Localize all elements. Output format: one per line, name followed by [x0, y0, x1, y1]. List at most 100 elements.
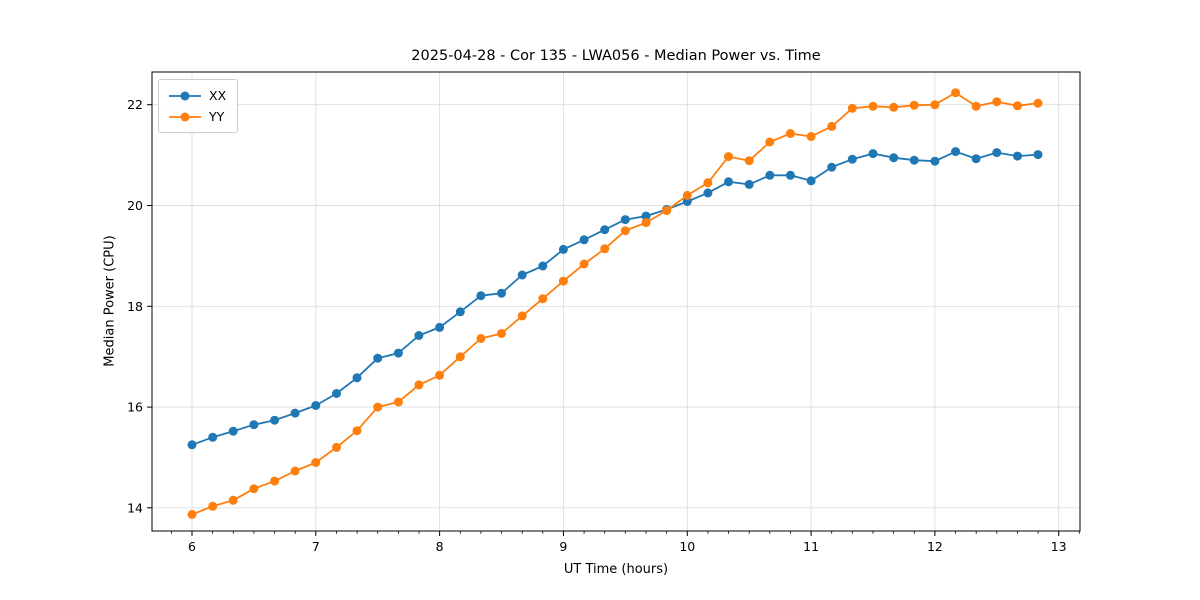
series-YY-marker — [806, 132, 816, 141]
x-tick-label: 13 — [1051, 539, 1067, 554]
series-XX-marker — [806, 176, 816, 186]
series-XX-marker — [332, 389, 341, 398]
series-YY-marker — [290, 466, 300, 476]
series-YY-marker — [868, 101, 878, 111]
series-XX-marker — [579, 235, 589, 245]
series-YY-marker — [414, 380, 424, 390]
series-YY-marker — [311, 458, 321, 467]
series-XX-marker — [435, 322, 445, 332]
x-tick-label: 6 — [188, 539, 196, 554]
series-YY-marker — [1013, 101, 1022, 111]
series-XX-marker — [785, 170, 795, 180]
series-XX-marker — [889, 153, 899, 163]
series-XX-marker — [600, 225, 610, 235]
series-YY-marker — [435, 370, 445, 380]
legend-sample-XX — [169, 91, 201, 100]
series-XX-marker — [414, 331, 424, 340]
series-XX-marker — [187, 440, 197, 450]
x-tick-label: 7 — [312, 539, 320, 554]
series-YY-marker — [620, 226, 630, 236]
series-XX-marker — [270, 415, 280, 425]
series-XX-marker — [497, 288, 506, 298]
series-YY-marker — [930, 100, 940, 110]
y-tick-label: 18 — [127, 299, 143, 314]
series-XX-marker — [847, 154, 857, 164]
series-XX-marker — [538, 261, 548, 271]
legend-label: YY — [209, 109, 225, 124]
series-YY-marker — [497, 329, 506, 338]
series-XX-marker — [868, 149, 878, 159]
chart-title: 2025-04-28 - Cor 135 - LWA056 - Median P… — [411, 48, 821, 64]
series-XX-marker — [1033, 150, 1043, 160]
series-XX-marker — [476, 291, 486, 301]
y-tick-label: 20 — [127, 198, 143, 213]
series-YY-line — [191, 91, 1039, 516]
series-XX-marker — [951, 147, 961, 157]
series-XX-marker — [393, 348, 403, 358]
series-YY-marker — [682, 190, 692, 200]
series-YY-marker — [538, 294, 548, 304]
series-XX-marker — [455, 307, 465, 317]
series-YY-marker — [249, 484, 259, 494]
series-XX-marker — [352, 373, 362, 383]
series-YY-marker — [270, 476, 280, 486]
series-YY-marker — [724, 152, 733, 162]
series-XX-marker — [909, 155, 919, 165]
series-XX-line — [191, 150, 1039, 446]
series-XX-marker — [971, 154, 981, 164]
series-YY-marker — [641, 218, 651, 228]
x-tick-label: 10 — [679, 539, 695, 554]
legend-entry-XX: XX — [168, 85, 226, 106]
series-YY-marker — [476, 334, 486, 343]
series-YY-marker — [847, 103, 857, 113]
x-tick-label: 8 — [436, 539, 444, 554]
series-YY-marker — [827, 121, 837, 131]
series-XX-marker — [249, 420, 259, 430]
legend-entry-YY: YY — [168, 106, 226, 127]
series-XX-marker — [724, 177, 733, 187]
series-YY-marker — [765, 137, 775, 147]
y-tick-label: 14 — [127, 500, 143, 515]
x-axis-label: UT Time (hours) — [563, 562, 669, 577]
series-XX-marker — [208, 432, 218, 442]
series-XX-marker — [930, 156, 940, 166]
series-YY-marker — [208, 501, 218, 511]
x-tick-label: 11 — [803, 539, 819, 554]
series-YY-marker — [971, 101, 981, 111]
series-YY-marker — [785, 129, 795, 138]
series-YY-marker — [889, 102, 899, 112]
series-YY-marker — [662, 206, 672, 216]
series-XX-marker — [1013, 151, 1022, 161]
series-XX-marker — [744, 179, 754, 189]
legend-sample-YY — [169, 112, 201, 121]
series-XX-marker — [517, 270, 527, 280]
series-XX-marker — [620, 215, 630, 225]
x-tick-label: 12 — [927, 539, 943, 554]
series-XX-marker — [311, 401, 321, 410]
plot-border — [151, 71, 1081, 532]
series-XX-marker — [290, 408, 300, 418]
x-tick-label: 9 — [559, 539, 567, 554]
series-YY-marker — [744, 156, 754, 166]
series-XX-marker — [765, 170, 775, 180]
series-YY-marker — [909, 100, 919, 110]
series-YY-marker — [600, 244, 610, 254]
series-XX-marker — [827, 162, 837, 172]
y-tick-label: 16 — [127, 400, 143, 415]
series-YY-marker — [703, 178, 713, 188]
series-YY-marker — [352, 426, 362, 436]
series-XX-marker — [558, 244, 568, 254]
series-YY-marker — [187, 509, 197, 519]
series-YY-marker — [579, 259, 589, 269]
series-XX-marker — [641, 211, 651, 221]
series-YY-marker — [332, 442, 341, 452]
series-YY-marker — [373, 402, 383, 412]
series-XX-marker — [228, 426, 238, 436]
y-tick-label: 22 — [127, 97, 143, 112]
series-YY-marker — [951, 88, 961, 98]
series-XX-marker — [703, 188, 713, 198]
legend: XX YY — [158, 79, 239, 133]
series-YY-marker — [992, 97, 1002, 107]
series-YY-marker — [228, 495, 238, 505]
